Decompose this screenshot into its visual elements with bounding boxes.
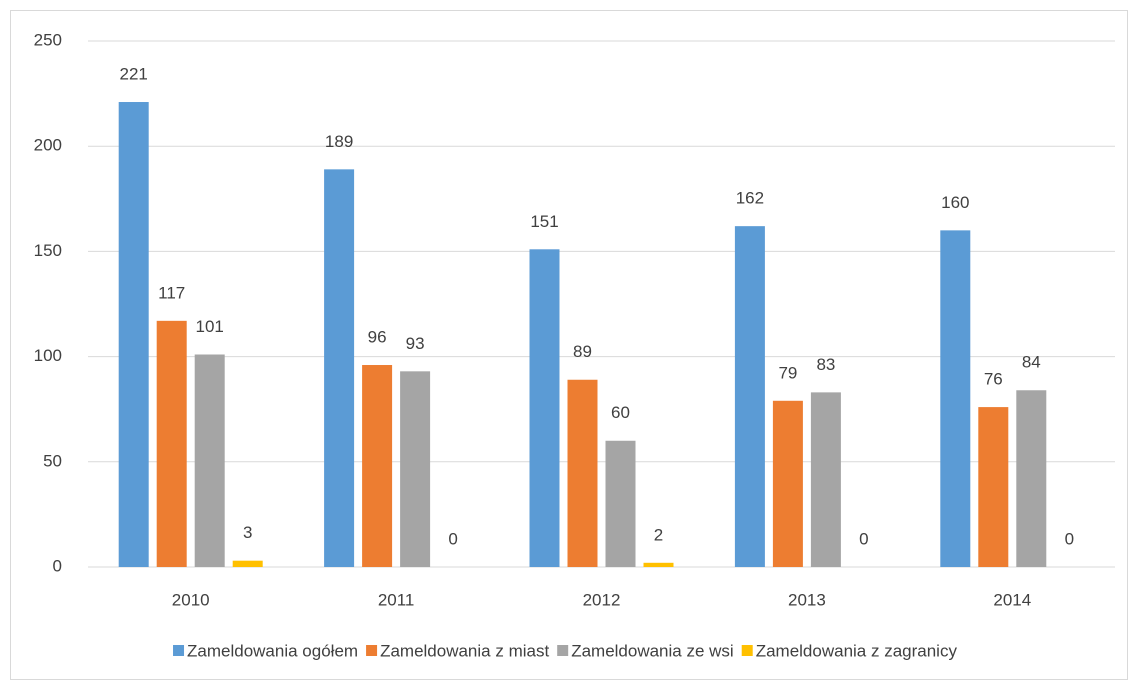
- data-label: 76: [984, 370, 1003, 389]
- data-label: 79: [778, 363, 797, 382]
- data-label: 0: [448, 529, 457, 548]
- legend-swatch: [557, 645, 569, 656]
- x-tick-label: 2012: [583, 590, 621, 609]
- data-label: 89: [573, 342, 592, 361]
- legend-label: Zameldowania z zagranicy: [756, 641, 958, 660]
- data-label: 101: [196, 317, 224, 336]
- legend-swatch: [173, 645, 185, 656]
- x-tick-label: 2014: [993, 590, 1031, 609]
- bar: [118, 102, 149, 568]
- bar: [734, 226, 765, 568]
- data-label: 117: [158, 283, 185, 302]
- bar: [324, 169, 355, 567]
- data-label: 151: [530, 212, 558, 231]
- y-tick-label: 50: [43, 451, 62, 470]
- data-label: 221: [120, 65, 148, 84]
- bar: [156, 320, 187, 567]
- y-tick-label: 250: [34, 30, 62, 49]
- bar: [1016, 390, 1047, 567]
- y-tick-label: 150: [34, 241, 62, 260]
- bar: [940, 230, 971, 568]
- bar: [978, 407, 1009, 567]
- x-tick-label: 2010: [172, 590, 210, 609]
- bar: [232, 560, 263, 567]
- bar: [400, 371, 431, 567]
- legend-label: Zameldowania ze wsi: [571, 641, 734, 660]
- y-tick-label: 0: [53, 556, 62, 575]
- x-tick-label: 2013: [788, 590, 826, 609]
- data-label: 189: [325, 132, 353, 151]
- data-label: 160: [941, 193, 969, 212]
- data-label: 96: [368, 328, 387, 347]
- data-label: 60: [611, 403, 630, 422]
- data-label: 83: [816, 355, 835, 374]
- y-tick-label: 200: [34, 136, 62, 155]
- data-label: 93: [406, 334, 425, 353]
- data-label: 3: [243, 523, 252, 542]
- bar: [194, 354, 225, 567]
- data-label: 2: [654, 525, 663, 544]
- data-label: 0: [1065, 529, 1074, 548]
- legend-swatch: [741, 645, 753, 656]
- bar: [772, 400, 803, 567]
- data-label: 84: [1022, 353, 1041, 372]
- y-tick-label: 100: [34, 346, 62, 365]
- bar: [643, 562, 674, 567]
- bar: [605, 440, 636, 567]
- data-label: 162: [736, 189, 764, 208]
- bar: [362, 365, 393, 567]
- bar: [567, 379, 598, 567]
- bar: [529, 249, 560, 567]
- legend-label: Zameldowania ogółem: [187, 641, 358, 660]
- data-label: 0: [859, 529, 868, 548]
- x-tick-label: 2011: [378, 590, 415, 609]
- legend-label: Zameldowania z miast: [380, 641, 549, 660]
- bar: [810, 392, 841, 567]
- legend-swatch: [366, 645, 378, 656]
